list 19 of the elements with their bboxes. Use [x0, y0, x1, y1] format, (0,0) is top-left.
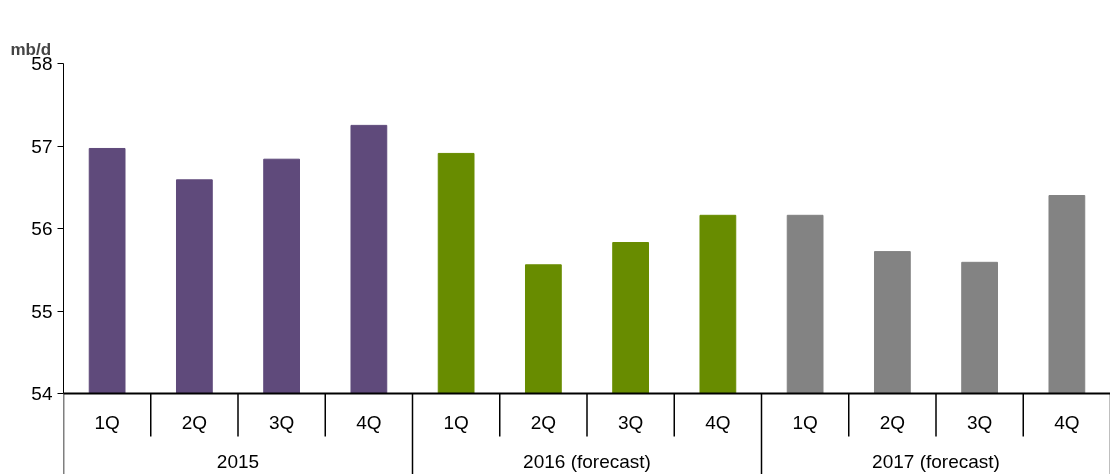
x-tick-label: 4Q: [1054, 412, 1080, 433]
x-tick-label: 4Q: [705, 412, 731, 433]
x-tick-label: 2Q: [879, 412, 906, 433]
y-tick-label: 57: [31, 135, 53, 157]
x-tick-label: 1Q: [443, 412, 469, 433]
x-tick-label: 2Q: [181, 412, 208, 433]
y-tick-label: 55: [31, 300, 53, 322]
x-tick-label: 4Q: [356, 412, 382, 433]
y-tick-label: 54: [31, 383, 53, 404]
x-tick-label: 3Q: [268, 412, 295, 433]
x-tick-label: 1Q: [792, 412, 818, 433]
y-tick-label: 56: [31, 218, 53, 239]
x-tick-label: 1Q: [94, 412, 120, 433]
x-tick-label: 3Q: [617, 412, 644, 433]
x-tick-label: 2Q: [530, 412, 557, 433]
text: 2017 (forecast): [872, 451, 1000, 472]
text: 2016 (forecast): [523, 451, 651, 472]
text: 2015: [216, 451, 260, 472]
x-tick-label: 3Q: [966, 412, 993, 433]
